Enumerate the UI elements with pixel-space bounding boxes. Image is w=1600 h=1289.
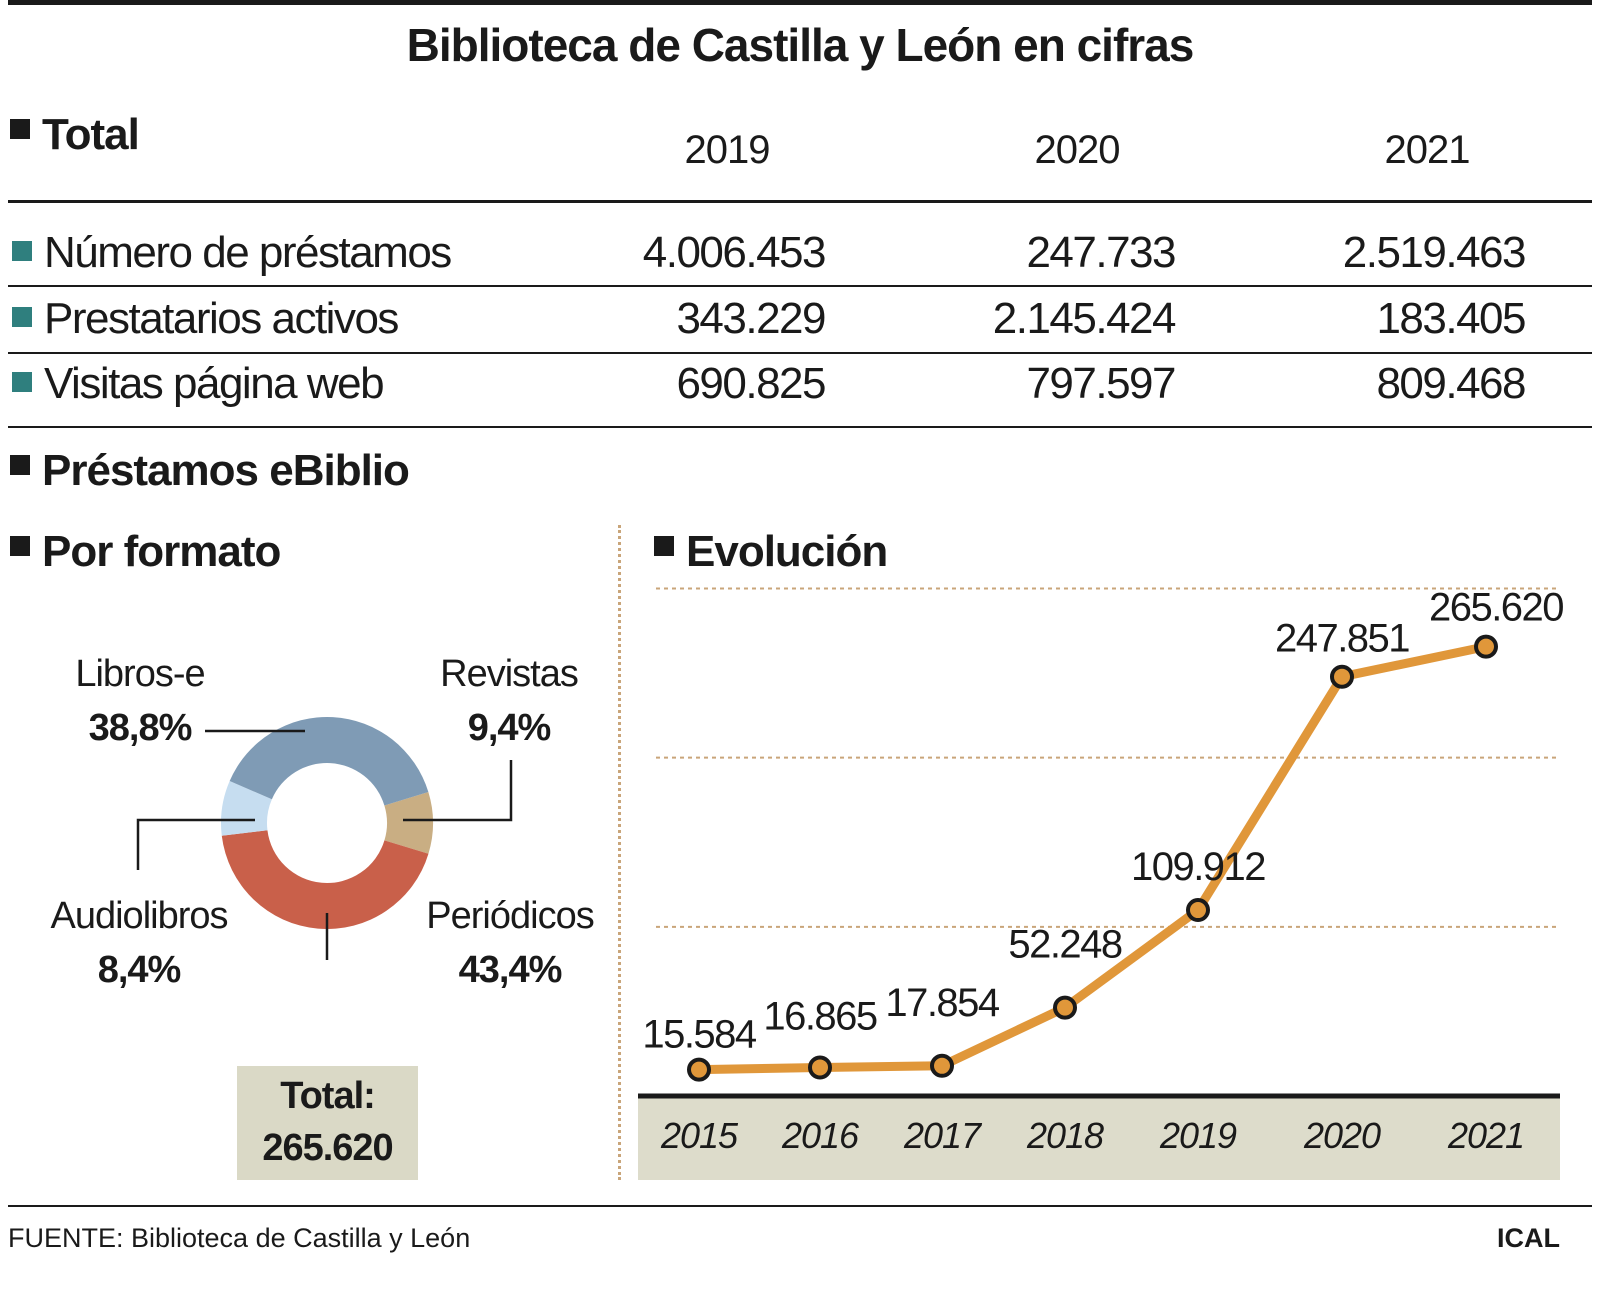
- credit: ICAL: [1497, 1223, 1560, 1253]
- x-tick-label: 2021: [1447, 1115, 1524, 1156]
- divider: [8, 285, 1592, 287]
- total-value: 265.620: [262, 1127, 393, 1169]
- table-cell: 247.733: [1026, 228, 1176, 277]
- donut-slice-periódicos: [221, 830, 429, 929]
- row-label-text: Número de préstamos: [44, 228, 452, 277]
- section-separator: [618, 525, 621, 1180]
- table-cell: 4.006.453: [642, 228, 827, 277]
- x-tick-label: 2016: [781, 1115, 860, 1156]
- data-point: [1330, 664, 1354, 689]
- donut-title: Por formato: [10, 527, 281, 577]
- slice-pct-revistas: 9,4%: [467, 707, 552, 749]
- line-chart: 15.584 2015 16.865 2016 17.854 2017 52.248 2018…: [638, 586, 1565, 1180]
- data-label: 15.584: [642, 1013, 757, 1057]
- slice-pct-libros: 38,8%: [88, 707, 193, 749]
- line-title: Evolución: [654, 527, 888, 577]
- row-label-text: Visitas página web: [44, 359, 385, 408]
- x-tick-label: 2015: [660, 1115, 739, 1156]
- data-label: 109.912: [1131, 845, 1265, 889]
- square-bullet-icon: [12, 372, 32, 393]
- donut-slice-libros-e: [229, 717, 429, 806]
- data-label: 247.851: [1275, 617, 1409, 661]
- year-header: 2019: [684, 128, 771, 172]
- square-bullet-icon: [10, 455, 30, 476]
- data-label: 17.854: [885, 981, 1000, 1025]
- slice-pct-audiolibros: 8,4%: [97, 949, 182, 991]
- table-cell: 2.145.424: [992, 294, 1177, 343]
- square-bullet-icon: [10, 536, 30, 557]
- total-heading-text: Total: [42, 110, 140, 159]
- donut-slice-revistas: [384, 792, 433, 854]
- total-label: Total:: [280, 1075, 376, 1117]
- slice-label-periodicos: Periódicos: [426, 895, 594, 937]
- row-label-text: Prestatarios activos: [44, 294, 399, 343]
- top-rule: [8, 0, 1592, 5]
- leader-line: [325, 913, 329, 960]
- slice-label-revistas: Revistas: [440, 653, 579, 695]
- data-point: [687, 1057, 711, 1082]
- donut-title-text: Por formato: [42, 527, 281, 576]
- table-cell: 809.468: [1376, 359, 1526, 408]
- data-point: [808, 1055, 832, 1080]
- data-point: [930, 1053, 954, 1078]
- data-label: 265.620: [1429, 586, 1563, 630]
- data-point: [1186, 898, 1210, 923]
- square-bullet-icon: [12, 241, 32, 262]
- total-box: Total: 265.620: [237, 1066, 418, 1180]
- page-title: Biblioteca de Castilla y León en cifras: [406, 19, 1195, 71]
- table-cell: 183.405: [1376, 294, 1526, 343]
- data-label: 52.248: [1008, 923, 1122, 967]
- ebiblio-heading: Préstamos eBiblio: [10, 446, 410, 496]
- square-bullet-icon: [10, 119, 30, 140]
- line-title-text: Evolución: [686, 527, 888, 576]
- divider: [8, 200, 1592, 203]
- x-tick-label: 2019: [1159, 1115, 1237, 1156]
- year-header: 2020: [1034, 128, 1121, 172]
- table-cell: 690.825: [676, 359, 826, 408]
- data-label: 16.865: [763, 994, 877, 1038]
- leader-line: [136, 818, 255, 870]
- x-axis-band: [638, 1096, 1560, 1180]
- x-tick-label: 2017: [903, 1115, 983, 1156]
- table-row-label: Prestatarios activos: [12, 294, 399, 344]
- square-bullet-icon: [12, 307, 32, 328]
- table-cell: 2.519.463: [1342, 228, 1527, 277]
- slice-pct-periodicos: 43,4%: [458, 949, 563, 991]
- data-point: [1474, 634, 1498, 659]
- table-row-label: Visitas página web: [12, 359, 385, 409]
- donut-chart: [136, 717, 513, 960]
- table-cell: 343.229: [676, 294, 826, 343]
- donut-slice-audiolibros: [221, 781, 272, 836]
- data-point: [1053, 995, 1077, 1020]
- source-note: FUENTE: Biblioteca de Castilla y León: [8, 1223, 471, 1253]
- slice-label-audiolibros: Audiolibros: [50, 895, 229, 937]
- divider: [8, 352, 1592, 354]
- leader-line: [403, 760, 513, 822]
- x-tick-label: 2020: [1303, 1115, 1381, 1156]
- divider: [8, 426, 1592, 428]
- divider: [8, 1205, 1592, 1207]
- table-row-label: Número de préstamos: [12, 228, 452, 278]
- total-heading: Total: [10, 110, 140, 160]
- x-tick-label: 2018: [1026, 1115, 1104, 1156]
- year-header: 2021: [1384, 128, 1471, 172]
- square-bullet-icon: [654, 536, 674, 557]
- slice-label-libros: Libros-e: [75, 653, 205, 695]
- ebiblio-heading-text: Préstamos eBiblio: [42, 446, 410, 495]
- table-cell: 797.597: [1026, 359, 1176, 408]
